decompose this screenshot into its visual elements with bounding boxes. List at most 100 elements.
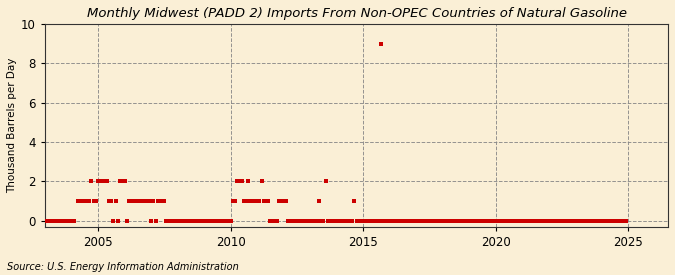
Point (219, 219, 230, 223)
Point (435, 219, 446, 223)
Point (245, 199, 256, 204)
Point (453, 219, 464, 223)
Point (404, 219, 415, 223)
Point (424, 219, 435, 223)
Point (601, 219, 612, 223)
Point (455, 219, 466, 223)
Point (101, 179, 112, 184)
Point (535, 219, 545, 223)
Point (599, 219, 610, 223)
Point (95, 179, 105, 184)
Point (442, 219, 453, 223)
Point (214, 219, 225, 223)
Point (353, 219, 364, 223)
Point (563, 219, 574, 223)
Point (448, 219, 459, 223)
Point (221, 219, 232, 223)
Point (495, 219, 506, 223)
Point (614, 219, 625, 223)
Point (207, 219, 218, 223)
Point (468, 219, 479, 223)
Point (92, 179, 103, 184)
Point (373, 219, 384, 223)
Point (141, 199, 152, 204)
Point (594, 219, 605, 223)
Point (335, 219, 346, 223)
Point (576, 219, 587, 223)
Point (464, 219, 475, 223)
Point (161, 219, 172, 223)
Title: Monthly Midwest (PADD 2) Imports From Non-OPEC Countries of Natural Gasoline: Monthly Midwest (PADD 2) Imports From No… (86, 7, 626, 20)
Point (375, 41, 386, 46)
Point (618, 219, 629, 223)
Point (119, 179, 130, 184)
Point (97, 179, 108, 184)
Point (413, 219, 424, 223)
Point (283, 219, 294, 223)
Point (190, 219, 200, 223)
Point (406, 219, 417, 223)
Point (128, 199, 138, 204)
Point (44, 219, 55, 223)
Point (466, 219, 477, 223)
Point (179, 219, 190, 223)
Point (113, 219, 124, 223)
Point (333, 219, 344, 223)
Point (205, 219, 216, 223)
Point (411, 219, 422, 223)
Point (320, 179, 331, 184)
Point (367, 219, 377, 223)
Point (106, 199, 117, 204)
Point (396, 219, 406, 223)
Point (371, 219, 382, 223)
Point (391, 219, 402, 223)
Point (172, 219, 183, 223)
Point (148, 199, 159, 204)
Point (539, 219, 549, 223)
Point (210, 219, 221, 223)
Point (53, 219, 63, 223)
Point (42, 219, 53, 223)
Point (384, 219, 395, 223)
Point (608, 219, 618, 223)
Point (188, 219, 198, 223)
Point (165, 219, 176, 223)
Point (300, 219, 311, 223)
Point (84, 199, 95, 204)
Point (526, 219, 537, 223)
Point (342, 219, 353, 223)
Point (543, 219, 554, 223)
Y-axis label: Thousand Barrels per Day: Thousand Barrels per Day (7, 58, 17, 193)
Point (278, 199, 289, 204)
Point (398, 219, 408, 223)
Point (59, 219, 70, 223)
Point (479, 219, 490, 223)
Point (240, 199, 251, 204)
Point (597, 219, 608, 223)
Point (621, 219, 632, 223)
Point (610, 219, 620, 223)
Point (144, 199, 155, 204)
Point (115, 179, 126, 184)
Point (459, 219, 470, 223)
Point (429, 219, 439, 223)
Point (362, 219, 373, 223)
Point (285, 219, 296, 223)
Point (508, 219, 519, 223)
Point (457, 219, 468, 223)
Point (57, 219, 68, 223)
Point (557, 219, 568, 223)
Point (311, 219, 322, 223)
Point (225, 219, 236, 223)
Point (603, 219, 614, 223)
Point (90, 199, 101, 204)
Point (486, 219, 497, 223)
Point (232, 179, 242, 184)
Point (146, 219, 157, 223)
Point (566, 219, 576, 223)
Point (276, 199, 287, 204)
Point (198, 219, 209, 223)
Point (488, 219, 499, 223)
Point (402, 219, 413, 223)
Point (548, 219, 559, 223)
